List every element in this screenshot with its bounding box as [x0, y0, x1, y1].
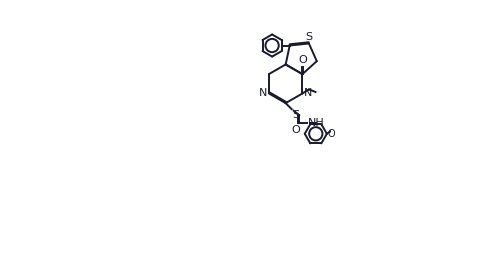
- Text: O: O: [327, 129, 334, 139]
- Text: N: N: [303, 88, 312, 99]
- Text: O: O: [298, 55, 306, 65]
- Text: O: O: [291, 125, 300, 135]
- Text: N: N: [259, 88, 267, 99]
- Text: S: S: [292, 110, 299, 120]
- Text: S: S: [305, 33, 312, 42]
- Text: NH: NH: [307, 118, 324, 128]
